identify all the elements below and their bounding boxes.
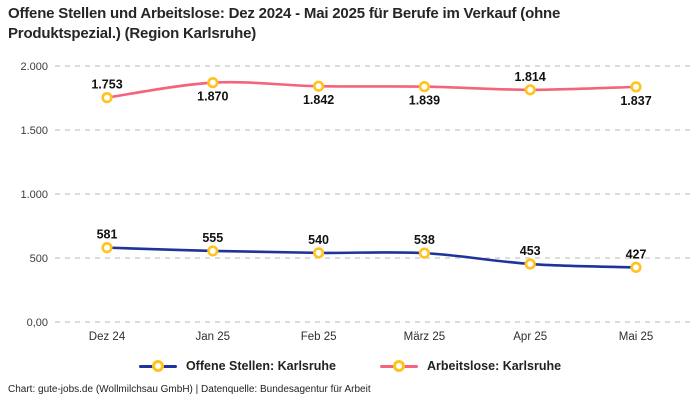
series-line [105, 80, 638, 99]
attribution: Chart: gute-jobs.de (Wollmilchsau GmbH) … [8, 384, 371, 395]
y-axis-tick-label: 0,00 [27, 317, 48, 329]
data-point-marker[interactable] [101, 92, 113, 104]
x-axis-tick-label: Apr 25 [513, 331, 547, 343]
legend-item-offene-stellen[interactable]: Offene Stellen: Karlsruhe [138, 359, 336, 373]
legend-label-arbeitslose: Arbeitslose: Karlsruhe [426, 359, 562, 373]
data-point-marker[interactable] [207, 245, 219, 257]
data-point-marker[interactable] [207, 77, 219, 89]
data-point-label: 581 [97, 228, 118, 242]
legend-line-marker-icon [138, 360, 177, 372]
data-point-marker[interactable] [313, 247, 325, 259]
data-point-label: 427 [626, 247, 647, 261]
legend-ring-icon [151, 360, 164, 372]
data-point-marker[interactable] [418, 247, 431, 259]
data-point-label: 1.814 [515, 70, 546, 84]
legend-label-offene-stellen: Offene Stellen: Karlsruhe [185, 359, 336, 373]
data-point-label: 1.842 [303, 93, 334, 107]
data-point-label: 1.753 [91, 78, 122, 92]
data-point-marker[interactable] [630, 261, 642, 273]
data-point-label: 538 [414, 233, 435, 247]
data-point-label: 555 [202, 231, 223, 245]
data-point-marker[interactable] [524, 84, 536, 96]
y-axis-tick-label: 500 [30, 253, 48, 265]
data-point-label: 1.839 [409, 94, 440, 108]
x-axis-tick-label: Feb 25 [301, 331, 337, 343]
x-axis-tick-label: Dez 24 [89, 331, 126, 343]
legend-line-marker-icon [379, 360, 418, 372]
data-point-marker[interactable] [630, 81, 642, 93]
data-point-label: 1.837 [620, 94, 651, 108]
x-axis-tick-label: Jan 25 [196, 331, 231, 343]
x-axis-tick-label: Mai 25 [619, 331, 654, 343]
legend-ring-icon [392, 360, 405, 372]
data-point-marker[interactable] [418, 81, 431, 93]
series-line [105, 246, 638, 269]
legend-item-arbeitslose[interactable]: Arbeitslose: Karlsruhe [379, 359, 562, 373]
data-point-marker[interactable] [313, 80, 325, 92]
y-axis-tick-label: 1.500 [20, 125, 48, 137]
data-point-label: 540 [308, 233, 329, 247]
data-point-marker[interactable] [524, 258, 536, 270]
data-point-label: 1.870 [197, 90, 228, 104]
x-axis-tick-label: März 25 [404, 331, 446, 343]
legend: Offene Stellen: Karlsruhe Arbeitslose: K… [0, 355, 700, 377]
y-axis-tick-label: 2.000 [20, 61, 48, 73]
data-point-label: 453 [520, 244, 541, 258]
y-axis-tick-label: 1.000 [20, 189, 48, 201]
chart-title: Offene Stellen und Arbeitslose: Dez 2024… [8, 5, 561, 42]
data-point-marker[interactable] [101, 242, 113, 254]
